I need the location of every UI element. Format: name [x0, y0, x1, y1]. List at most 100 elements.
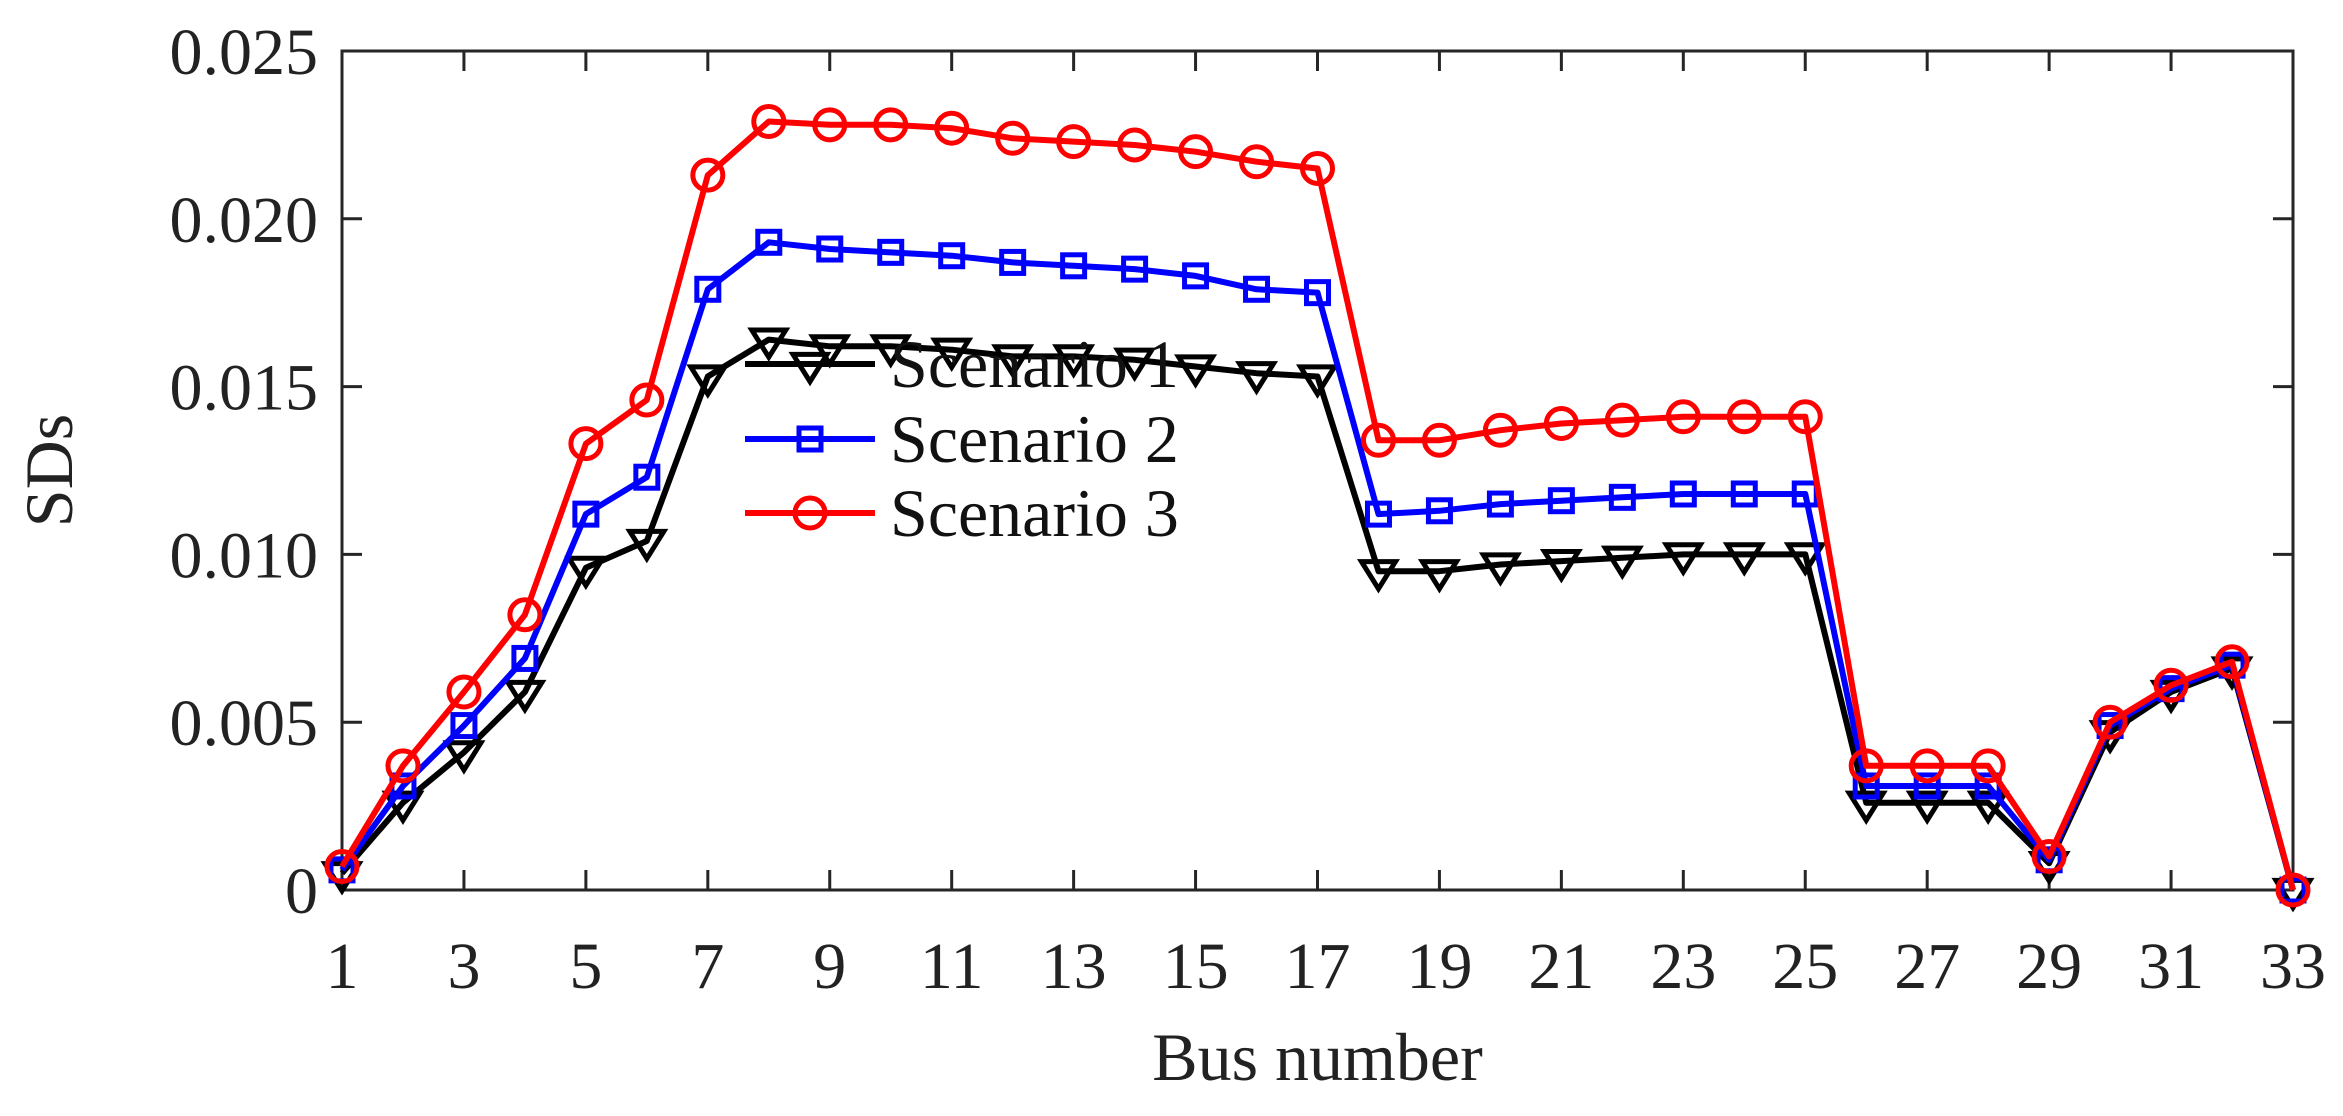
x-tick-label: 1	[326, 930, 359, 1003]
y-tick-label: 0.015	[170, 352, 319, 425]
data-point	[1783, 542, 1827, 577]
data-point	[1235, 361, 1279, 396]
data-point	[1543, 406, 1579, 442]
legend-marker	[796, 425, 824, 453]
data-point	[507, 597, 543, 633]
data-point	[1482, 412, 1518, 448]
legend-item: Scenario 1	[745, 326, 1179, 402]
data-point	[1356, 559, 1400, 594]
legend-item: Scenario 2	[745, 401, 1179, 477]
x-tick-label: 21	[1528, 930, 1594, 1003]
data-point	[808, 334, 852, 369]
series-3	[324, 103, 2311, 908]
data-point	[1478, 552, 1522, 587]
data-point	[991, 344, 1035, 379]
data-point	[1121, 255, 1149, 283]
data-point	[1539, 549, 1583, 584]
data-point	[1669, 480, 1697, 508]
data-point	[751, 103, 787, 139]
data-point	[2092, 704, 2128, 740]
data-point	[1844, 790, 1888, 826]
x-axis-title: Bus number	[1152, 1019, 1483, 1095]
data-point	[564, 555, 608, 591]
data-point	[1243, 275, 1271, 303]
data-point	[995, 120, 1031, 156]
data-point	[1182, 262, 1210, 290]
y-tick-label: 0.005	[170, 687, 319, 760]
x-tick-label: 25	[1772, 930, 1838, 1003]
series-layer	[320, 103, 2315, 913]
x-tick-label: 3	[447, 930, 480, 1003]
data-point	[1970, 748, 2006, 784]
data-point	[1178, 134, 1214, 170]
data-point	[385, 748, 421, 784]
data-point	[1113, 347, 1157, 383]
data-point	[812, 107, 848, 143]
data-point	[2153, 667, 2189, 703]
data-point	[1600, 545, 1644, 581]
y-axis-title: SDs	[11, 414, 87, 527]
data-point	[686, 364, 730, 399]
data-point	[999, 248, 1027, 276]
legend-item: Scenario 3	[745, 475, 1179, 551]
x-tick-label: 19	[1406, 930, 1472, 1003]
data-point	[2031, 838, 2067, 874]
legend-label: Scenario 3	[890, 475, 1179, 551]
data-point	[381, 790, 425, 826]
data-point	[1421, 422, 1457, 458]
x-tick-label: 23	[1650, 930, 1716, 1003]
x-tick-label: 13	[1041, 930, 1107, 1003]
x-tick-label: 31	[2138, 930, 2204, 1003]
data-point	[755, 228, 783, 256]
y-tick-label: 0.010	[170, 519, 319, 592]
data-point	[934, 110, 970, 146]
data-point	[2275, 872, 2311, 908]
data-point	[938, 242, 966, 270]
data-point	[1730, 480, 1758, 508]
data-point	[877, 238, 905, 266]
data-point	[1417, 559, 1461, 594]
data-point	[450, 712, 478, 740]
data-point	[690, 157, 726, 193]
data-point	[694, 275, 722, 303]
data-point	[511, 644, 539, 672]
data-point	[1425, 497, 1453, 525]
data-point	[442, 740, 486, 775]
x-tick-label: 29	[2016, 930, 2082, 1003]
series-line	[339, 336, 2296, 891]
legend-marker	[792, 495, 828, 531]
data-point	[1787, 399, 1823, 435]
legend-marker	[788, 351, 832, 387]
x-tick-label: 15	[1163, 930, 1229, 1003]
data-point	[1852, 772, 1880, 800]
data-point	[1722, 542, 1766, 577]
data-point	[1913, 772, 1941, 800]
data-point	[1060, 252, 1088, 280]
data-point	[1364, 500, 1392, 528]
y-tick-label: 0	[285, 855, 318, 928]
data-point	[633, 463, 661, 491]
data-point	[568, 426, 604, 462]
data-point	[572, 500, 600, 528]
data-point	[873, 107, 909, 143]
data-point	[1966, 790, 2010, 826]
data-point	[816, 235, 844, 263]
data-point	[1056, 124, 1092, 160]
data-point	[1239, 144, 1275, 180]
legend-label: Scenario 1	[890, 326, 1179, 402]
data-point	[1052, 344, 1096, 379]
data-point	[1909, 748, 1945, 784]
data-point	[1360, 422, 1396, 458]
y-tick-label: 0.025	[170, 16, 319, 89]
data-point	[1848, 748, 1884, 784]
series-line	[339, 239, 2296, 891]
data-point	[869, 334, 913, 369]
data-point	[1665, 399, 1701, 435]
data-point	[446, 674, 482, 710]
data-point	[1905, 790, 1949, 826]
data-point	[1604, 402, 1640, 438]
data-point	[930, 337, 974, 373]
data-point	[1661, 542, 1705, 577]
data-point	[1304, 279, 1331, 307]
